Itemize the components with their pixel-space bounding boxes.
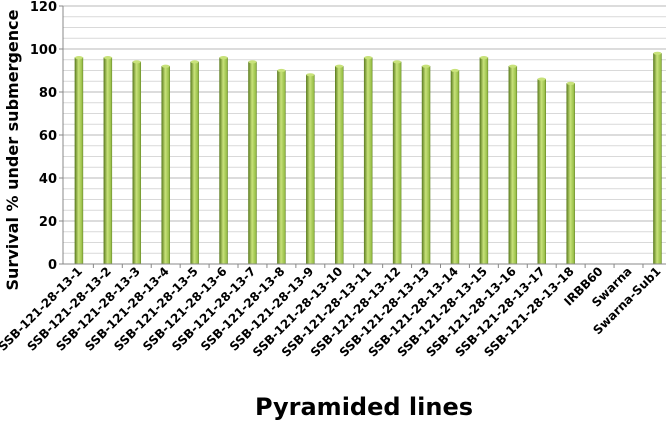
bars [74,51,662,265]
bar-top [306,73,315,77]
bar [219,57,228,265]
bar [103,57,113,265]
y-tick-label: 20 [39,215,57,230]
bar-top [161,64,170,68]
bar-top [479,56,488,60]
bar [335,65,344,265]
bar-top [277,68,286,73]
axes [62,6,666,265]
bar-top [364,56,373,60]
y-tick-label: 100 [30,43,57,58]
bar [421,65,431,265]
y-tick-label: 40 [39,172,57,187]
bar [450,70,460,265]
bar-top [393,60,402,64]
bar [479,57,489,265]
bar-top [190,60,199,64]
y-axis-ticks: 0 20 40 60 80 100 120 [30,0,63,273]
y-tick-label: 0 [48,258,57,273]
bar [161,65,170,265]
bar [363,57,373,265]
y-tick-label: 80 [39,86,57,101]
bar [537,78,546,265]
y-axis-label: Survival % under submergence [3,9,22,290]
bar-top [508,64,517,68]
bar-top [653,51,662,55]
bar-top [335,64,344,68]
bar [566,83,575,265]
bar-top [219,56,228,60]
bar [508,65,518,265]
y-tick-label: 60 [39,129,57,144]
bar [132,61,142,265]
x-axis-label: Pyramided lines [255,393,473,421]
bar [306,74,315,265]
y-tick-label: 120 [30,0,57,15]
bar-top [450,68,459,73]
bar-top [103,56,112,60]
bar-top [422,64,431,68]
bar-top [74,56,83,60]
bar [74,57,84,265]
bar [653,53,662,265]
bar-top [132,60,141,64]
bar-top [537,77,546,81]
bar-top [248,60,257,64]
bar [248,61,257,265]
bar [190,61,199,265]
bar [277,70,286,265]
bar [392,61,402,265]
bar-top [566,81,575,85]
x-axis-tick-labels: SSB-121-28-13-1SSB-121-28-13-2SSB-121-28… [0,264,664,360]
